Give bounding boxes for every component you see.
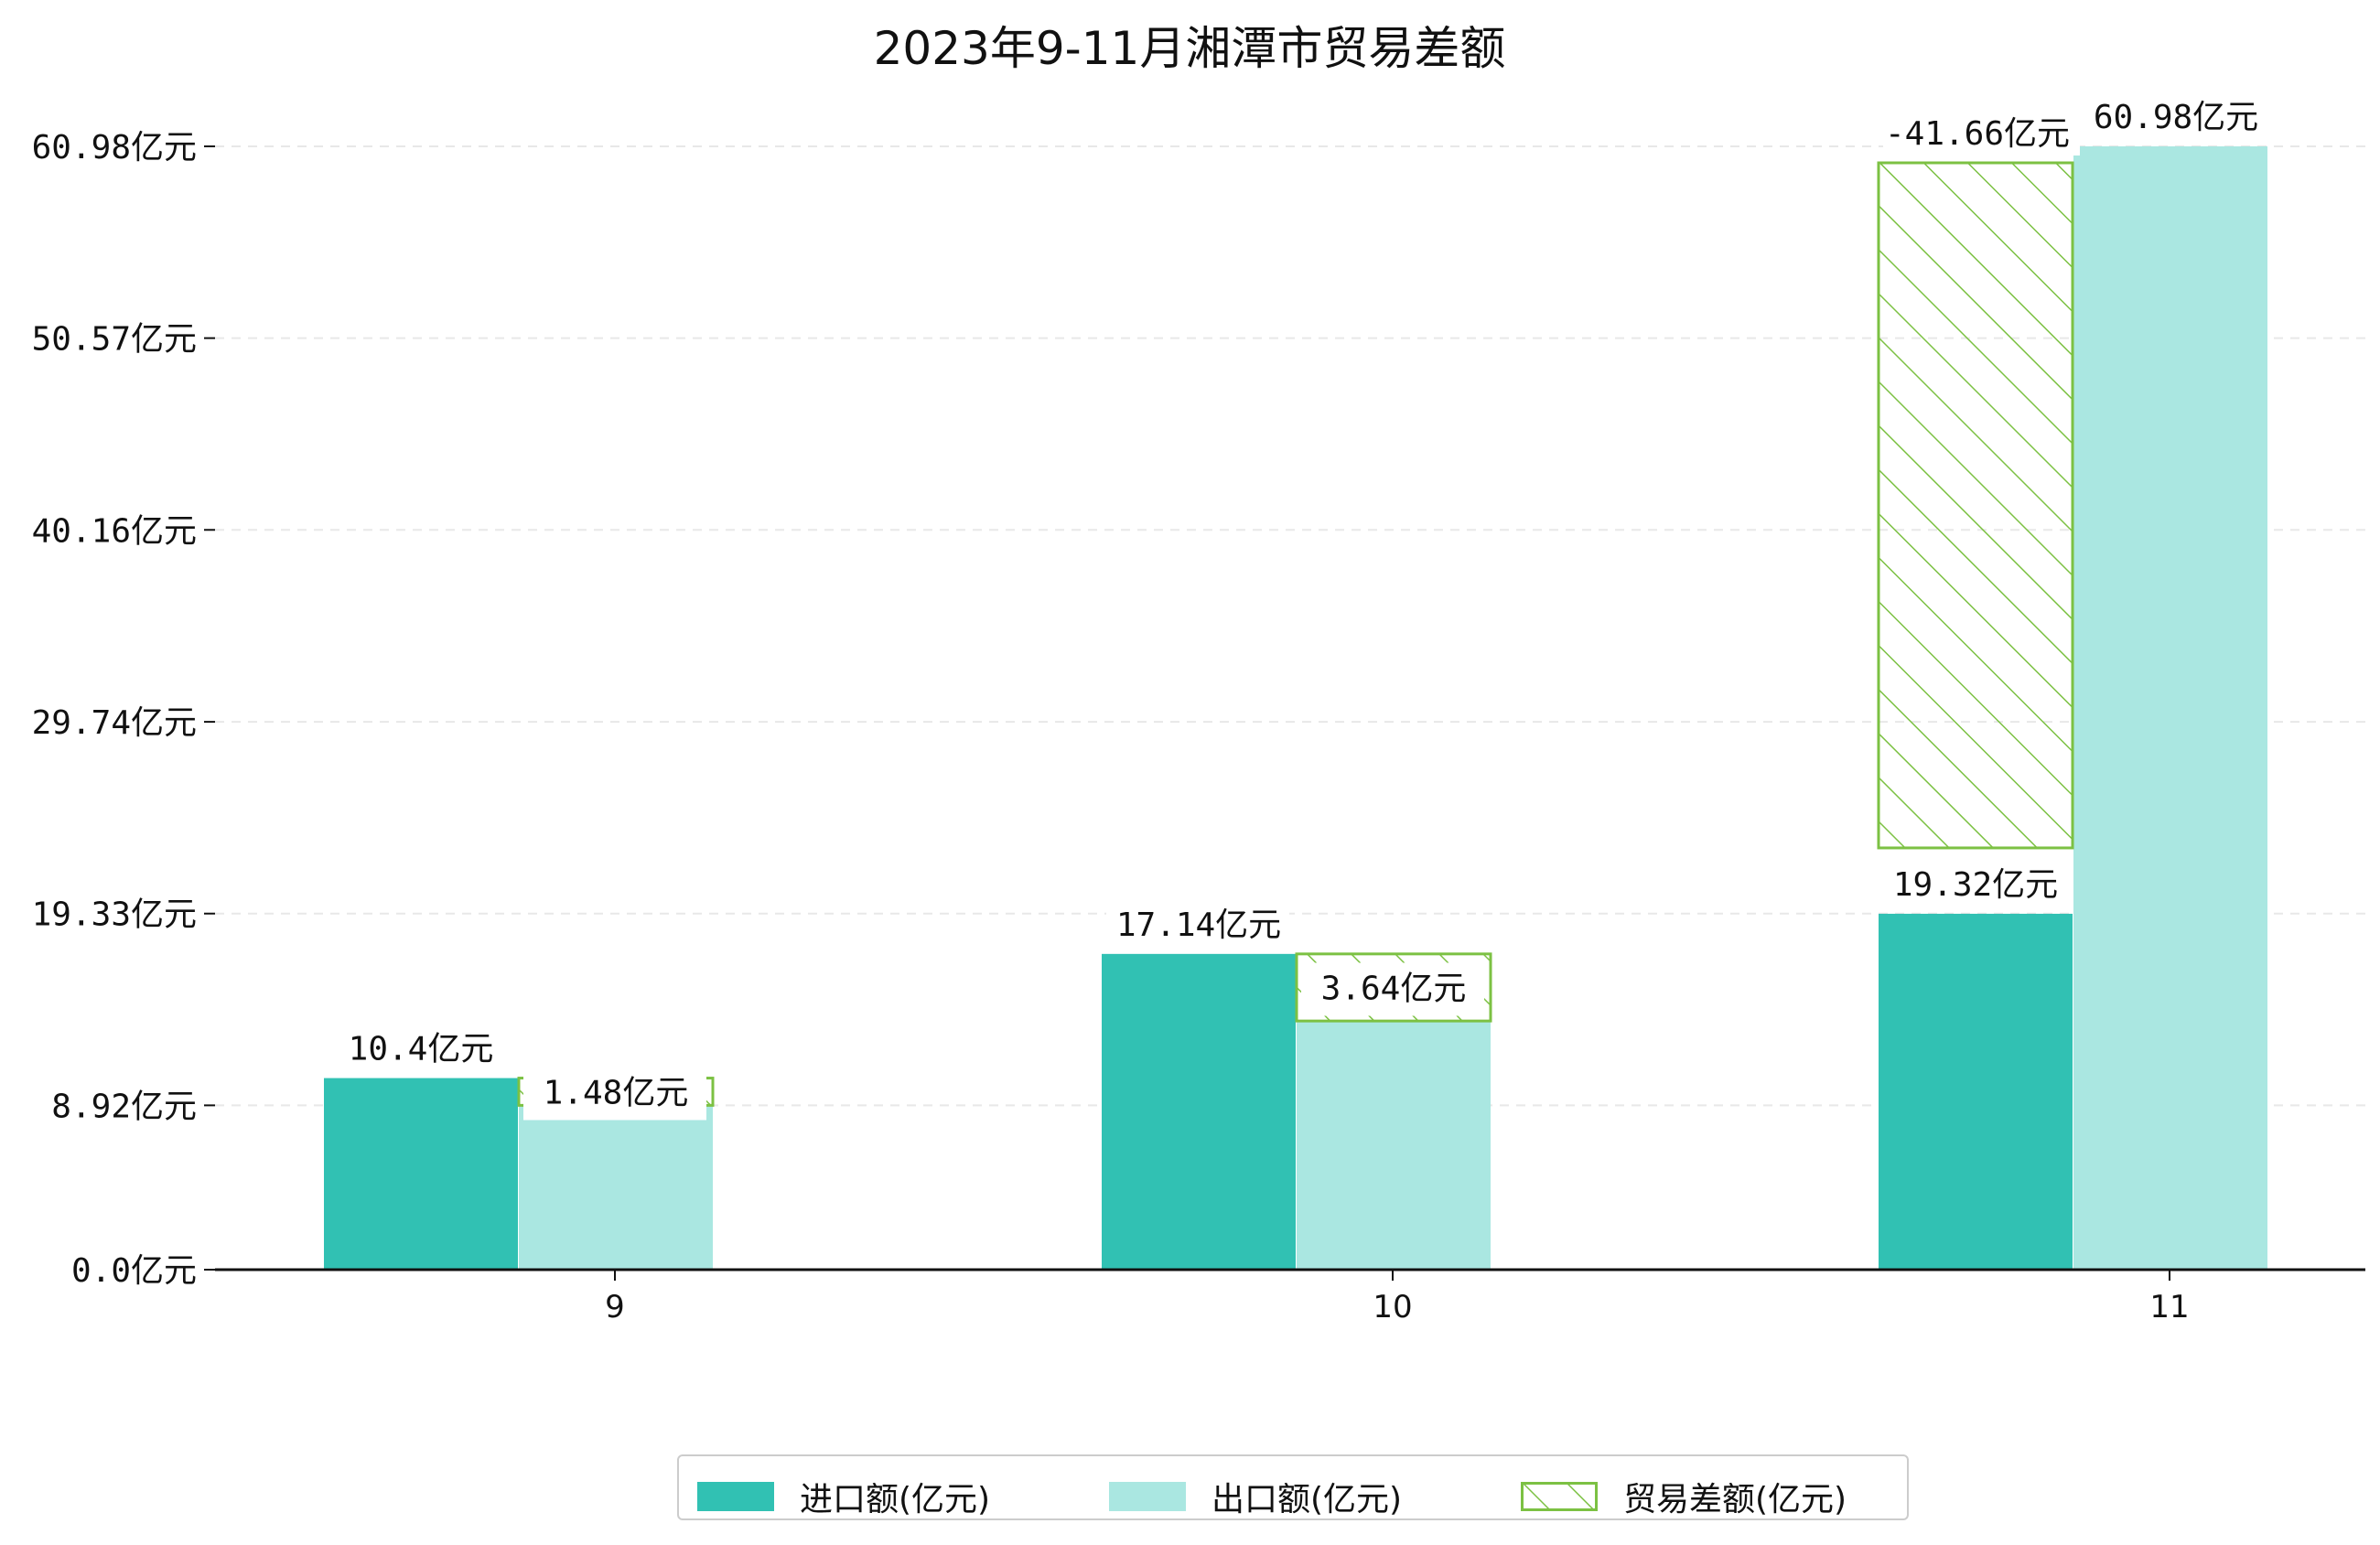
bar-export [519,1105,713,1270]
data-label-balance: 1.48亿元 [544,1074,689,1111]
data-label-import: 17.14亿元 [1116,907,1281,944]
x-tick-label: 9 [605,1289,625,1325]
data-label-import: 19.32亿元 [1893,866,2058,904]
legend-item-export: 出口额(亿元) [1109,1473,1402,1520]
label-bg [1883,108,2080,156]
x-tick-label: 10 [1373,1289,1412,1325]
label-bg [523,1067,706,1121]
data-label-import: 10.4亿元 [349,1031,494,1068]
legend-swatch-balance [1521,1482,1598,1511]
data-label-balance: 3.64亿元 [1321,970,1467,1007]
bars-layer [324,146,2267,1270]
label-bg [1106,898,1289,947]
label-bg [1883,858,2066,907]
bar-import [1879,913,2073,1270]
bar-export [2073,146,2267,1270]
label-bg [1301,962,1484,1016]
legend-label-export: 出口额(亿元) [1212,1481,1403,1518]
x-axis: 9 10 11 [215,1268,2365,1325]
legend: 进口额(亿元) 出口额(亿元) 贸易差额(亿元) [677,1454,1909,1520]
bar-import [324,1078,518,1270]
legend-swatch-export [1109,1482,1186,1511]
data-label-export: 60.98亿元 [2094,99,2258,136]
x-tick-label: 11 [2149,1289,2189,1325]
y-tick-label: 29.74亿元 [32,704,197,742]
legend-label-balance: 贸易差额(亿元) [1623,1481,1847,1518]
y-tick-label: 50.57亿元 [32,321,197,359]
y-tick-label: 40.16亿元 [32,512,197,550]
legend-label-import: 进口额(亿元) [800,1481,991,1518]
y-tick-label: 8.92亿元 [51,1088,197,1125]
y-tick-label: 19.33亿元 [32,896,197,934]
legend-swatch-import [697,1482,774,1511]
y-axis: 0.0亿元 8.92亿元 19.33亿元 29.74亿元 40.16亿元 50.57亿元 6… [32,129,215,1290]
legend-item-import: 进口额(亿元) [697,1473,990,1520]
legend-item-balance: 贸易差额(亿元) [1521,1473,1847,1520]
bar-export [1297,1021,1491,1270]
y-tick-label: 60.98亿元 [32,129,197,166]
y-tick-label: 0.0亿元 [71,1252,197,1290]
data-labels-layer: 10.4亿元 1.48亿元 17.14亿元 3.64亿元 19.32亿元 60.98亿元-… [328,91,2270,1121]
label-bg [2078,91,2270,139]
bar-import [1102,953,1296,1270]
chart-title: 2023年9-11月湘潭市贸易差额 [874,22,1506,75]
bar-balance [1877,161,2074,850]
label-bg [328,1023,512,1071]
data-label-balance: -41.66亿元 [1885,115,2070,153]
